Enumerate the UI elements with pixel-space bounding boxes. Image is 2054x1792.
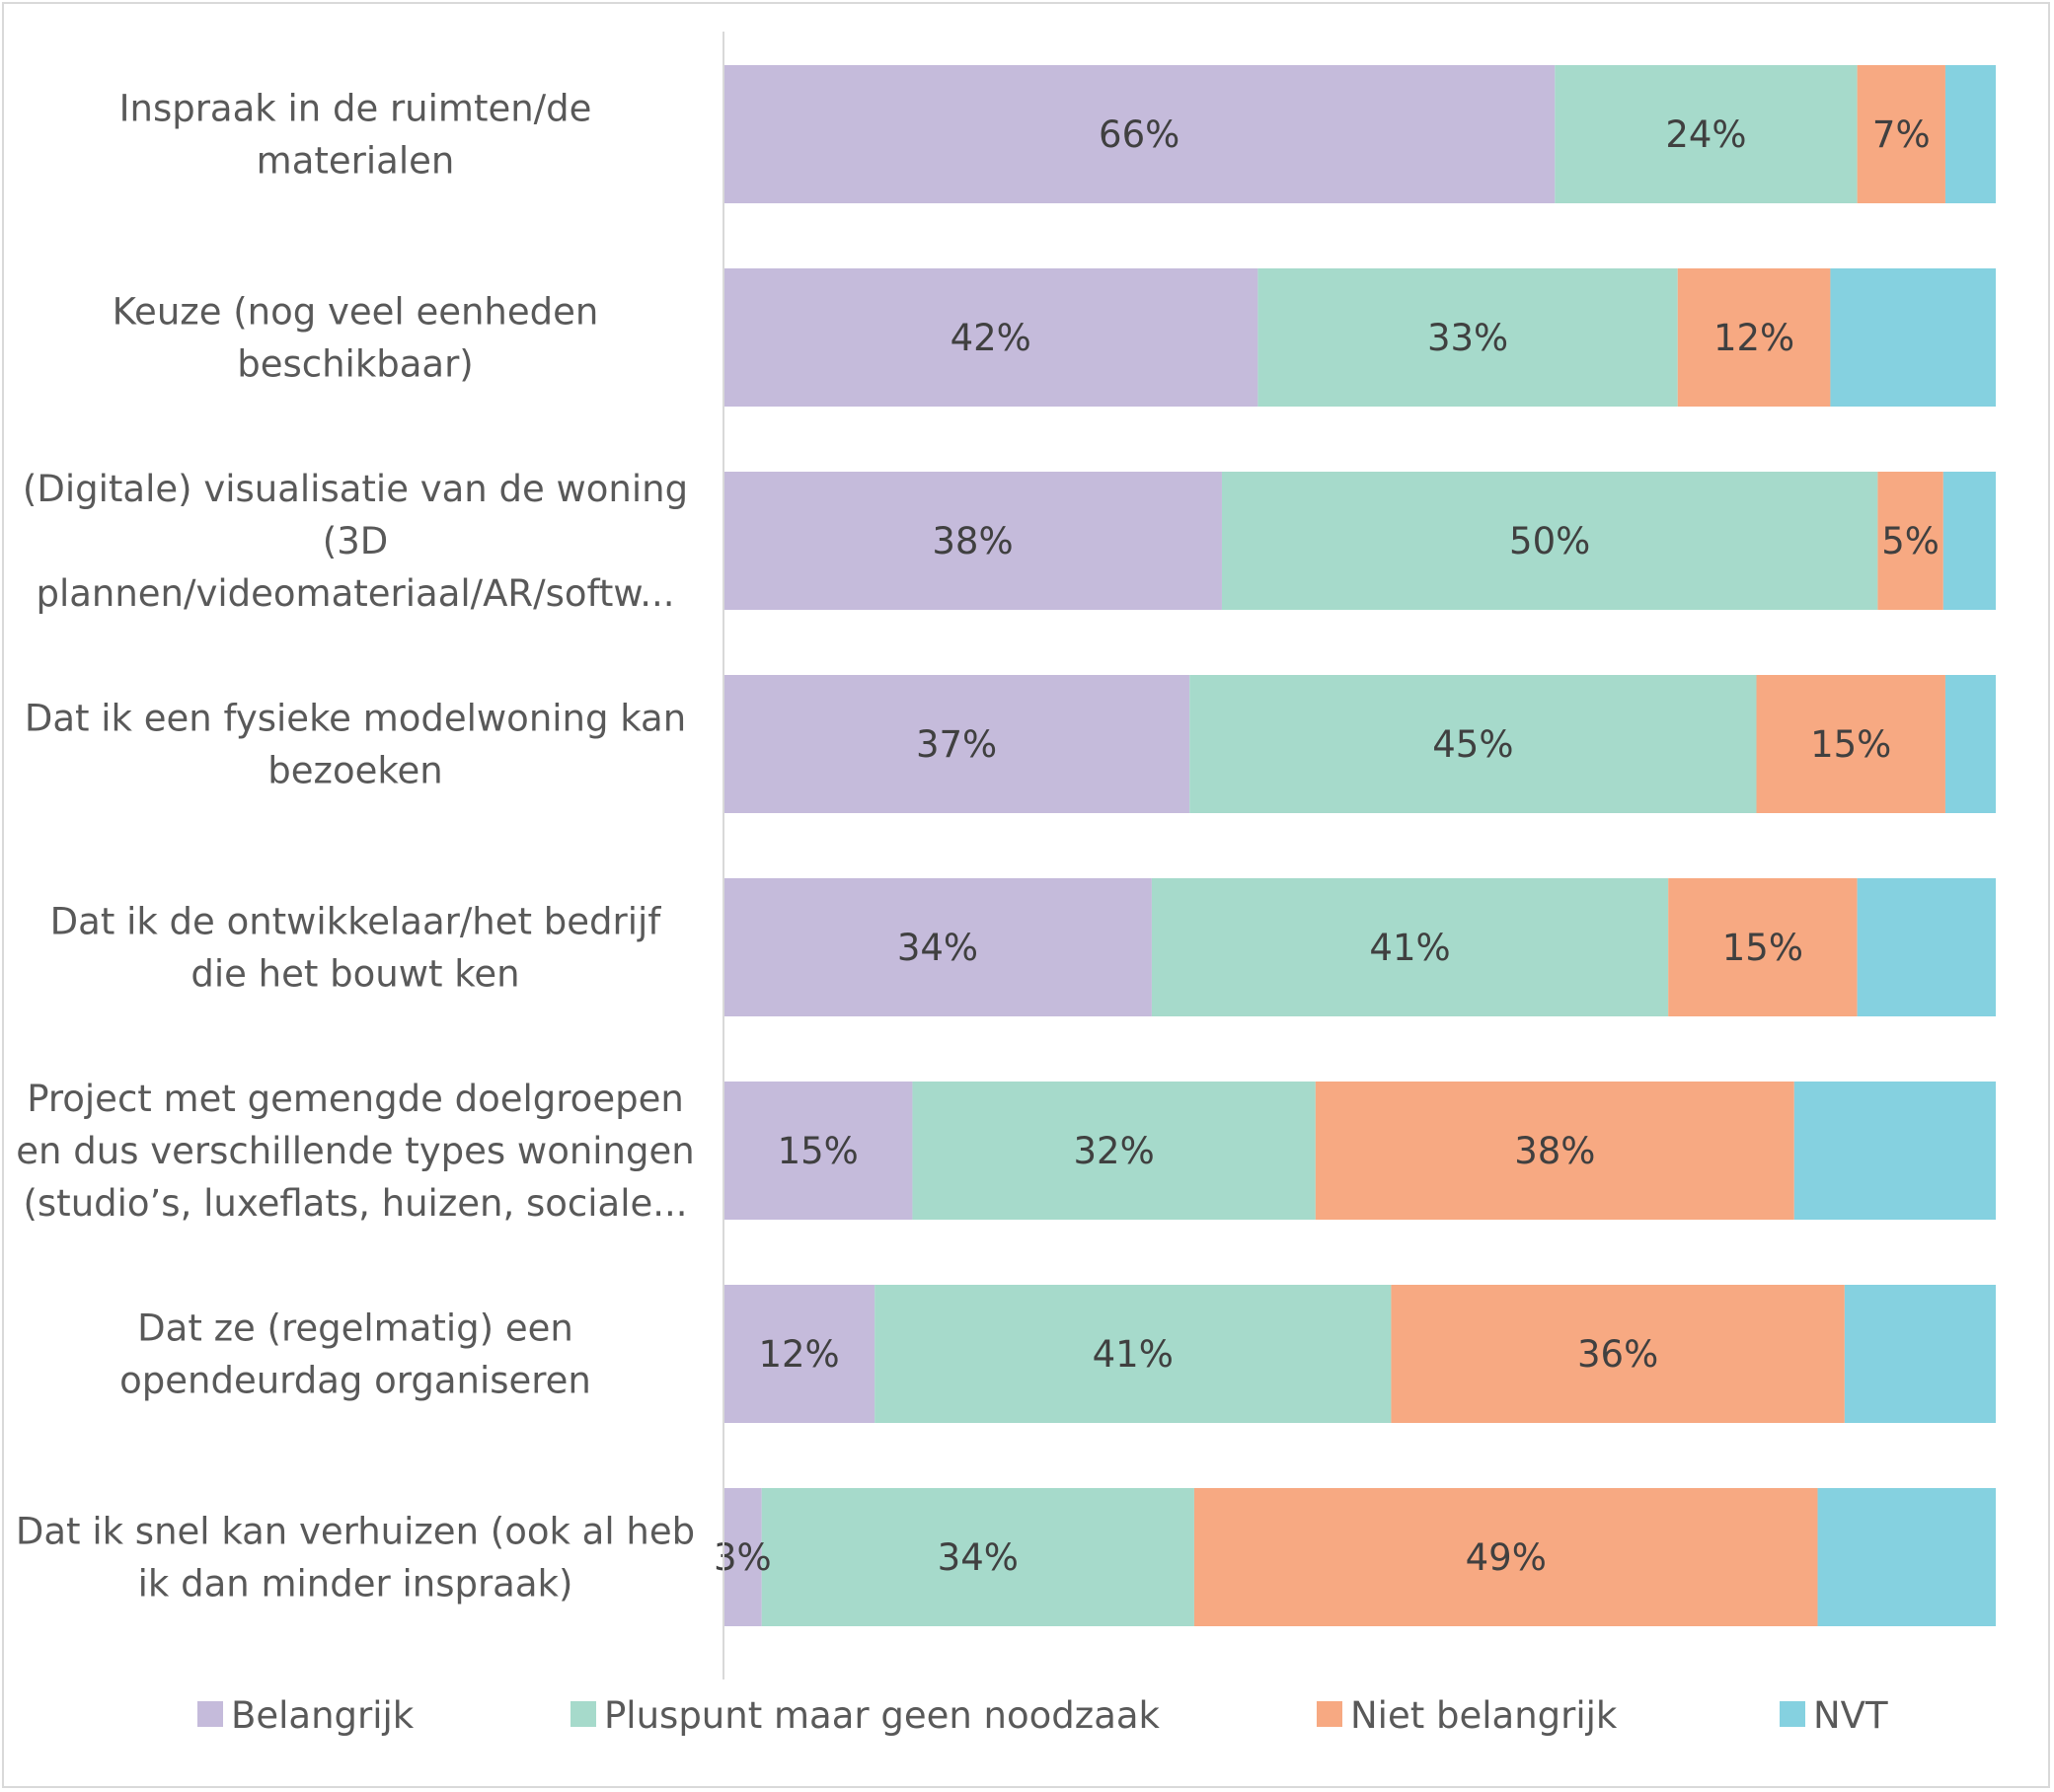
legend: Belangrijk Pluspunt maar geen noodzaak Nie… [197,1694,1888,1737]
data-label: 33% [1427,317,1508,359]
data-label: 15% [1810,723,1891,766]
data-label: 15% [1722,927,1803,969]
bar-segment-pluspunt-maar-geen-noodzaak [912,1082,1316,1220]
category-label: Dat ik snel kan verhuizen (ook al heb ik … [16,1511,695,1605]
category-labels-group: Inspraak in de ruimten/de materialen Keuze… [16,88,695,1605]
bar-segment-belangrijk [723,878,1152,1016]
legend-label: Niet belangrijk [1350,1694,1618,1737]
legend-item: Pluspunt maar geen noodzaak [571,1694,1161,1737]
bar-segment-pluspunt-maar-geen-noodzaak [761,1488,1194,1626]
data-label: 38% [1514,1130,1595,1172]
legend-swatch [1317,1701,1342,1727]
bar-segment-niet-belangrijk [1391,1285,1845,1423]
bar-segment-niet-belangrijk [1677,268,1831,407]
category-label: Dat ze (regelmatig) een opendeurdag organ… [119,1307,591,1402]
bar-segment-niet-belangrijk [1193,1488,1818,1626]
category-label: Project met gemengde doelgroepen en dus v… [16,1078,694,1225]
legend-item: Belangrijk [197,1694,415,1737]
data-label: 7% [1872,113,1931,156]
category-label: Dat ik de ontwikkelaar/het bedrijf die he… [50,901,662,996]
bar-segment-nvt [1793,1082,1996,1220]
bar-segment-belangrijk [723,1285,875,1423]
legend-item: NVT [1780,1694,1888,1737]
bar-segment-pluspunt-maar-geen-noodzaak [875,1285,1392,1423]
data-label: 37% [916,723,997,766]
category-label: Inspraak in de ruimten/de materialen [119,88,592,183]
bar-segment-niet-belangrijk [1857,65,1945,203]
bar-segment-niet-belangrijk [1756,675,1945,813]
bar-segment-belangrijk [723,675,1190,813]
data-label: 34% [897,927,978,969]
data-label: 38% [932,520,1013,562]
legend-swatch [1780,1701,1805,1727]
bar-segment-belangrijk [723,1488,762,1626]
bar-segment-belangrijk [723,65,1556,203]
data-label: 50% [1509,520,1590,562]
legend-label: Belangrijk [231,1694,415,1737]
data-label: 5% [1881,520,1940,562]
bar-segment-pluspunt-maar-geen-noodzaak [1189,675,1757,813]
data-label: 66% [1099,113,1179,156]
bar-segment-belangrijk [723,472,1222,610]
bar-segment-nvt [1817,1488,1996,1626]
data-label: 49% [1466,1536,1547,1579]
category-label: Dat ik een fysieke modelwoning kan bezoek… [25,698,686,792]
data-label: 12% [758,1333,839,1376]
bar-segment-niet-belangrijk [1668,878,1858,1016]
legend-swatch [197,1701,223,1727]
value-labels-group: 66% 24% 7% 42% 33% 12% 38% 50% 5% 37% 45% 15% 34% 41%… [714,113,1940,1579]
data-label: 3% [714,1536,772,1579]
data-label: 41% [1369,927,1450,969]
bar-segment-nvt [1944,675,1996,813]
bar-segment-niet-belangrijk [1315,1082,1794,1220]
bar-segment-niet-belangrijk [1877,472,1943,610]
bar-segment-nvt [1830,268,1996,407]
category-label: Keuze (nog veel eenheden beschikbaar) [113,291,599,386]
bar-segment-nvt [1844,1285,1996,1423]
legend-item: Niet belangrijk [1317,1694,1618,1737]
data-label: 41% [1093,1333,1174,1376]
legend-label: Pluspunt maar geen noodzaak [604,1694,1161,1737]
legend-label: NVT [1813,1694,1888,1737]
data-label: 34% [938,1536,1019,1579]
bar-segment-nvt [1944,65,1996,203]
bar-segment-nvt [1942,472,1996,610]
data-label: 32% [1074,1130,1155,1172]
data-label: 36% [1577,1333,1658,1376]
data-label: 24% [1665,113,1746,156]
bar-segment-nvt [1857,878,1996,1016]
bar-segment-belangrijk [723,1082,913,1220]
bars-group [723,65,1996,1626]
legend-swatch [571,1701,596,1727]
bar-segment-pluspunt-maar-geen-noodzaak [1555,65,1858,203]
bar-segment-belangrijk [723,268,1258,407]
data-label: 15% [778,1130,859,1172]
data-label: 42% [951,317,1031,359]
bar-segment-pluspunt-maar-geen-noodzaak [1221,472,1878,610]
data-label: 45% [1432,723,1513,766]
data-label: 12% [1713,317,1794,359]
bar-segment-pluspunt-maar-geen-noodzaak [1257,268,1678,407]
bar-segment-pluspunt-maar-geen-noodzaak [1151,878,1669,1016]
category-label: (Digitale) visualisatie van de woning (3D… [23,468,688,615]
